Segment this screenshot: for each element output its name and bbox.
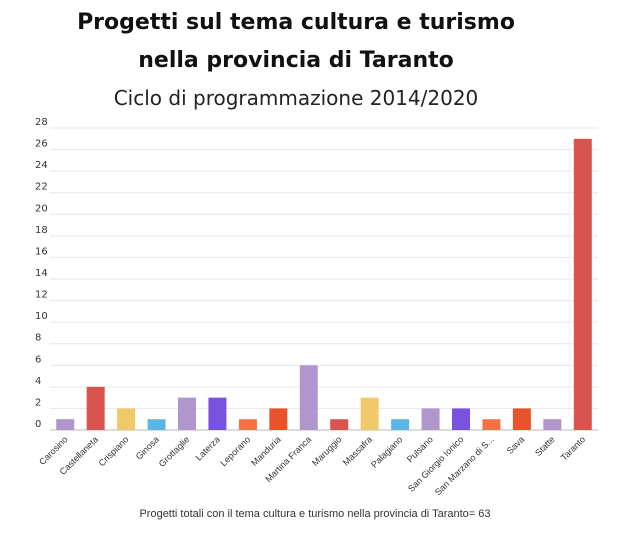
bar bbox=[299, 365, 318, 430]
bar bbox=[238, 419, 257, 430]
x-tick-label: Crispiano bbox=[97, 434, 131, 468]
y-tick-label: 0 bbox=[35, 419, 41, 430]
bar bbox=[86, 386, 105, 430]
chart-subtitle: Ciclo di programmazione 2014/2020 bbox=[113, 86, 479, 110]
y-tick-label: 10 bbox=[35, 311, 48, 322]
y-tick-label: 2 bbox=[35, 397, 41, 408]
bar bbox=[512, 408, 531, 430]
y-tick-label: 18 bbox=[35, 225, 48, 236]
bar bbox=[330, 419, 349, 430]
bar bbox=[147, 419, 166, 430]
y-tick-label: 8 bbox=[35, 333, 41, 344]
bar bbox=[391, 419, 410, 430]
x-tick-label: Palagiano bbox=[369, 434, 404, 469]
x-tick-label: Grottaglie bbox=[157, 434, 192, 469]
y-tick-label: 20 bbox=[35, 203, 48, 214]
bar bbox=[421, 408, 440, 430]
y-tick-label: 22 bbox=[35, 182, 48, 193]
bar bbox=[543, 419, 562, 430]
y-tick-label: 26 bbox=[35, 139, 48, 150]
x-tick-label: Leporano bbox=[218, 434, 252, 468]
x-tick-label: Maruggio bbox=[310, 434, 344, 468]
x-tick-label: Sava bbox=[505, 434, 527, 456]
bar bbox=[56, 419, 75, 430]
y-tick-label: 4 bbox=[35, 376, 41, 387]
x-tick-label: Laterza bbox=[194, 434, 222, 462]
chart-footnote: Progetti totali con il tema cultura e tu… bbox=[139, 508, 491, 520]
y-tick-label: 12 bbox=[35, 290, 48, 301]
chart-title: Progetti sul tema cultura e turismo nell… bbox=[0, 4, 592, 80]
bar bbox=[208, 397, 227, 430]
y-tick-label: 24 bbox=[35, 160, 48, 171]
y-tick-label: 28 bbox=[35, 117, 48, 128]
bar bbox=[360, 397, 379, 430]
y-tick-label: 16 bbox=[35, 246, 48, 257]
bar bbox=[573, 138, 592, 431]
y-tick-label: 14 bbox=[35, 268, 48, 279]
x-tick-label: San Giorgio Ionico bbox=[406, 434, 465, 493]
bar bbox=[482, 419, 501, 430]
chart-title-line-2: nella provincia di Taranto bbox=[138, 48, 454, 73]
x-tick-label: Ginosa bbox=[134, 434, 161, 461]
chart-title-line-1: Progetti sul tema cultura e turismo bbox=[77, 10, 515, 35]
x-tick-label: Pulsano bbox=[405, 434, 435, 464]
bar bbox=[178, 397, 196, 430]
y-tick-label: 6 bbox=[35, 354, 41, 365]
bar bbox=[117, 408, 136, 430]
x-tick-label: Statte bbox=[533, 434, 557, 458]
bar bbox=[452, 408, 470, 430]
x-tick-label: Taranto bbox=[559, 434, 587, 462]
bar bbox=[269, 408, 288, 430]
x-tick-label: San Marzano di S... bbox=[433, 434, 496, 497]
